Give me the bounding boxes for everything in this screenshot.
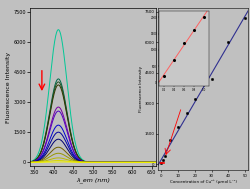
Point	[226, 41, 230, 44]
Y-axis label: Fluorescence Intensity: Fluorescence Intensity	[6, 51, 11, 122]
Point	[159, 161, 163, 164]
Point	[192, 98, 196, 101]
Point	[242, 16, 246, 19]
Point	[209, 77, 213, 80]
Point	[184, 112, 188, 115]
X-axis label: λ_em (nm): λ_em (nm)	[76, 177, 110, 183]
Point	[162, 154, 166, 157]
Y-axis label: Fluorescence Intensity: Fluorescence Intensity	[139, 66, 143, 112]
Point	[176, 126, 180, 129]
X-axis label: Concentration of Cu²⁺ (μmol L⁻¹): Concentration of Cu²⁺ (μmol L⁻¹)	[169, 179, 236, 184]
Point	[160, 158, 164, 161]
Point	[167, 138, 171, 141]
